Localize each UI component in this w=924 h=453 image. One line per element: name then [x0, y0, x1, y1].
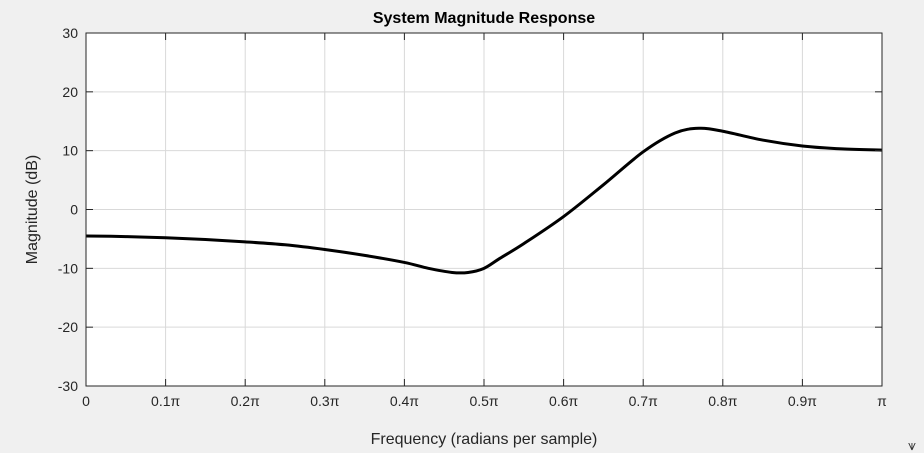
- x-tick-label: 0.3π: [310, 393, 339, 409]
- x-axis-label: Frequency (radians per sample): [371, 431, 598, 448]
- x-tick-label: 0.9π: [788, 393, 817, 409]
- y-tick-label: 10: [62, 143, 78, 159]
- y-tick-label: 0: [70, 202, 78, 218]
- x-tick-label: π: [877, 393, 887, 409]
- x-tick-label: 0.4π: [390, 393, 419, 409]
- filter-funnel-icon[interactable]: ⩛: [908, 438, 916, 453]
- series-line: [85, 126, 883, 275]
- series-line-layer: [85, 126, 883, 275]
- x-tick-labels: 0 0.1π 0.2π 0.3π 0.4π 0.5π 0.6π 0.7π 0.8π 0.9π π: [82, 393, 887, 409]
- y-tick-label: -30: [58, 378, 78, 394]
- chart-title: System Magnitude Response: [373, 10, 595, 27]
- y-tick-labels: -30 -20 -10 0 10 20 30: [58, 25, 78, 394]
- x-tick-label: 0.1π: [151, 393, 180, 409]
- y-tick-label: 30: [62, 25, 78, 41]
- x-tick-label: 0.7π: [629, 393, 658, 409]
- y-tick-label: -10: [58, 260, 78, 276]
- y-tick-label: -20: [58, 319, 78, 335]
- x-tick-label: 0: [82, 393, 90, 409]
- y-tick-label: 20: [62, 84, 78, 100]
- x-tick-label: 0.8π: [708, 393, 737, 409]
- x-tick-label: 0.2π: [231, 393, 260, 409]
- y-axis-label: Magnitude (dB): [24, 155, 41, 264]
- x-tick-label: 0.6π: [549, 393, 578, 409]
- tick-marks: [85, 32, 883, 387]
- x-tick-label: 0.5π: [469, 393, 498, 409]
